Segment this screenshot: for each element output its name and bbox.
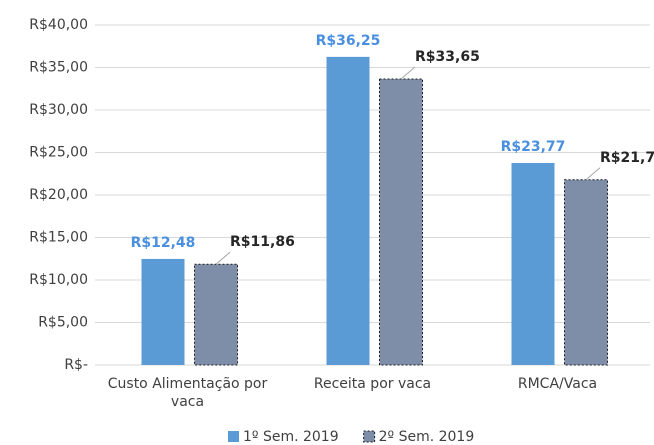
bar bbox=[141, 258, 185, 365]
y-tick-label: R$15,00 bbox=[29, 230, 88, 246]
leader-line bbox=[400, 66, 416, 80]
bar bbox=[379, 78, 423, 366]
legend-swatch bbox=[228, 431, 239, 442]
data-label: R$36,25 bbox=[316, 33, 381, 49]
bar bbox=[194, 263, 238, 366]
legend-label: 2º Sem. 2019 bbox=[379, 429, 475, 445]
y-tick-label: R$40,00 bbox=[29, 17, 88, 33]
bar bbox=[511, 162, 555, 365]
y-tick-label: R$10,00 bbox=[29, 272, 88, 288]
x-tick-label: Receita por vaca bbox=[313, 376, 432, 392]
y-tick-label: R$35,00 bbox=[29, 60, 88, 76]
data-label: R$21,79 bbox=[600, 150, 654, 166]
y-tick-label: R$20,00 bbox=[29, 187, 88, 203]
legend-swatch bbox=[363, 430, 376, 443]
y-tick-label: R$5,00 bbox=[38, 315, 88, 331]
leader-line bbox=[585, 167, 601, 181]
bar bbox=[326, 56, 370, 365]
data-label: R$23,77 bbox=[501, 139, 566, 155]
leader-line bbox=[215, 251, 231, 265]
y-tick-label: R$30,00 bbox=[29, 102, 88, 118]
legend-label: 1º Sem. 2019 bbox=[243, 429, 339, 445]
y-tick-label: R$25,00 bbox=[29, 145, 88, 161]
data-label: R$11,86 bbox=[230, 234, 295, 250]
y-tick-label: R$- bbox=[64, 357, 88, 373]
data-label: R$33,65 bbox=[415, 49, 480, 65]
x-tick-label: Custo Alimentação por vaca bbox=[107, 376, 268, 410]
x-tick-label: RMCA/Vaca bbox=[517, 376, 598, 392]
bar bbox=[564, 179, 608, 366]
data-label: R$12,48 bbox=[131, 235, 196, 251]
